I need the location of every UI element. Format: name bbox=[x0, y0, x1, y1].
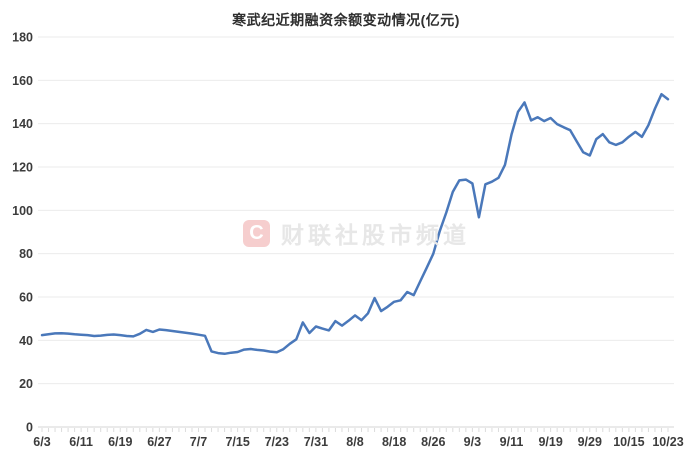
x-axis-tick-label: 7/23 bbox=[265, 435, 289, 449]
y-axis-tick-label: 160 bbox=[12, 74, 33, 88]
y-axis-tick-label: 180 bbox=[12, 31, 33, 45]
chart-title: 寒武纪近期融资余额变动情况(亿元) bbox=[232, 12, 460, 28]
y-axis-tick-label: 0 bbox=[26, 421, 33, 435]
y-axis-tick-label: 120 bbox=[12, 161, 33, 175]
y-axis-tick-label: 20 bbox=[19, 377, 33, 391]
x-axis-tick-label: 9/19 bbox=[538, 435, 562, 449]
x-axis-tick-label: 8/8 bbox=[346, 435, 363, 449]
x-axis-tick-label: 10/23 bbox=[652, 435, 683, 449]
y-axis-tick-label: 80 bbox=[19, 247, 33, 261]
x-axis-tick-label: 6/19 bbox=[108, 435, 132, 449]
y-axis-tick-label: 60 bbox=[19, 291, 33, 305]
x-axis-tick-label: 7/31 bbox=[304, 435, 328, 449]
x-axis-tick-label: 9/3 bbox=[464, 435, 481, 449]
y-axis-tick-label: 100 bbox=[12, 204, 33, 218]
x-axis-tick-label: 10/15 bbox=[613, 435, 644, 449]
y-axis-tick-label: 140 bbox=[12, 117, 33, 131]
x-axis-tick-label: 6/3 bbox=[33, 435, 50, 449]
x-axis-tick-label: 8/18 bbox=[382, 435, 406, 449]
x-axis-tick-label: 7/7 bbox=[190, 435, 207, 449]
x-axis-tick-label: 8/26 bbox=[421, 435, 445, 449]
y-axis-tick-label: 40 bbox=[19, 334, 33, 348]
x-axis-tick-label: 6/27 bbox=[147, 435, 171, 449]
x-axis-tick-label: 9/29 bbox=[578, 435, 602, 449]
x-axis-tick-label: 7/15 bbox=[225, 435, 249, 449]
financing-balance-line bbox=[40, 92, 670, 356]
x-axis-tick-label: 6/11 bbox=[69, 435, 93, 449]
x-axis-tick-label: 9/11 bbox=[500, 435, 524, 449]
